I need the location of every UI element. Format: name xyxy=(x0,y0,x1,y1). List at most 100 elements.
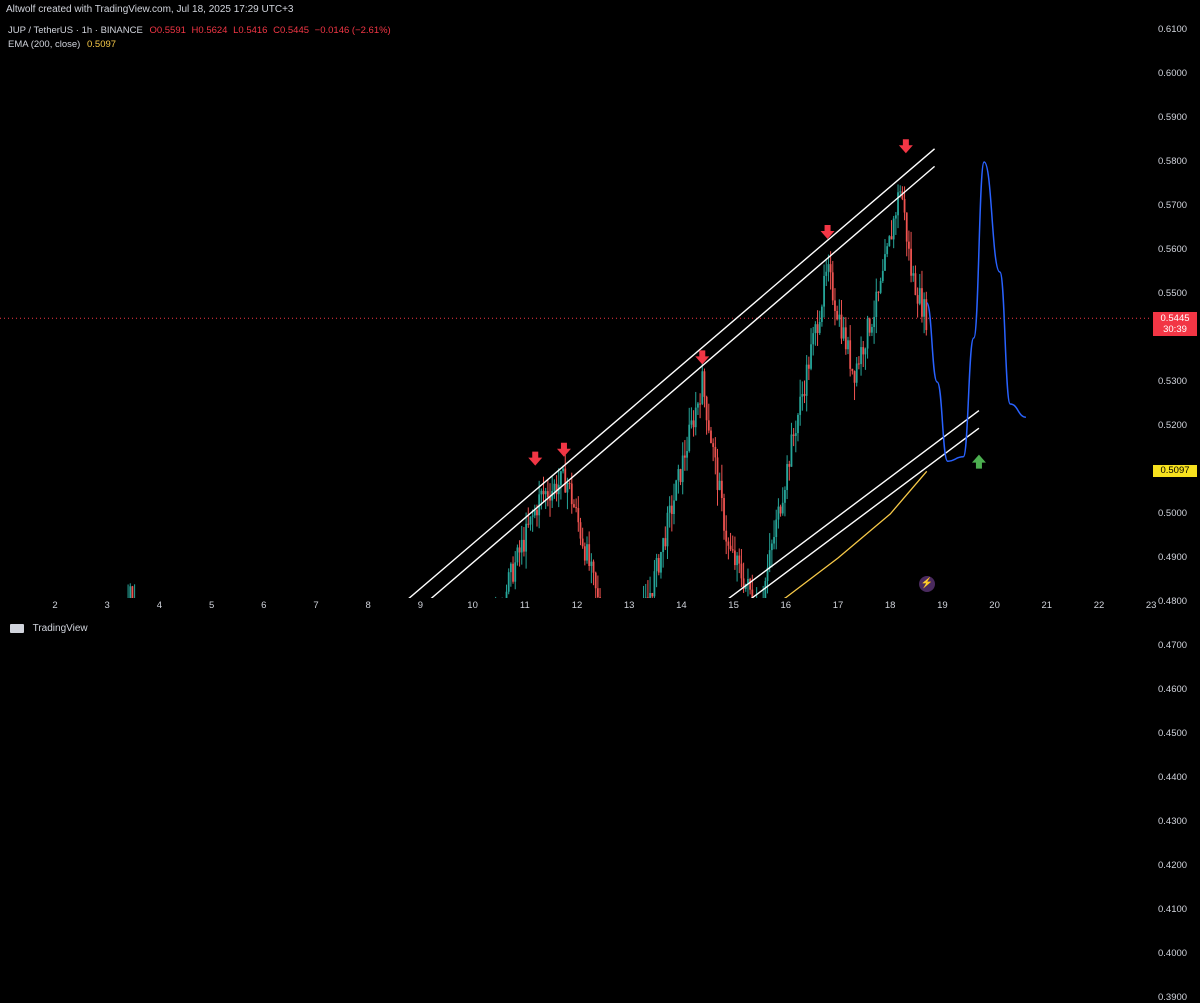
candle-body xyxy=(714,446,717,458)
candle-body xyxy=(749,579,752,590)
time-tick: 2 xyxy=(52,600,58,611)
candle-body xyxy=(577,508,580,523)
price-tick: 0.3900 xyxy=(1158,992,1188,1003)
candle-body xyxy=(518,547,521,553)
price-tick: 0.4000 xyxy=(1158,948,1188,959)
candle-body xyxy=(590,561,593,566)
candle-body xyxy=(740,563,743,579)
candle-body xyxy=(905,212,908,242)
candle-body xyxy=(910,248,912,276)
candle-body xyxy=(764,581,767,601)
candle-body xyxy=(816,324,819,333)
candle-body xyxy=(884,254,886,271)
footer-bar: TradingView xyxy=(0,618,1200,640)
candle-body xyxy=(805,364,808,396)
chart-area[interactable] xyxy=(0,20,1150,889)
footer-brand: TradingView xyxy=(32,623,88,634)
channel-line xyxy=(419,427,980,847)
ema-200-line xyxy=(49,470,928,845)
candle-body xyxy=(677,469,680,481)
time-tick: 8 xyxy=(365,600,371,611)
candle-body xyxy=(551,491,554,501)
candle-body xyxy=(923,299,926,317)
candle-body xyxy=(575,507,578,509)
candle-body xyxy=(773,537,775,544)
candle-body xyxy=(549,496,551,501)
price-tick: 0.6100 xyxy=(1158,24,1188,35)
candle-body xyxy=(701,371,704,404)
candle-body xyxy=(560,471,562,485)
candle-body xyxy=(844,327,847,350)
candle-body xyxy=(525,523,528,552)
candle-body xyxy=(553,483,556,492)
candle-body xyxy=(899,191,902,193)
candle-body xyxy=(666,512,669,547)
time-tick: 13 xyxy=(623,600,635,611)
candle-body xyxy=(825,271,828,276)
candle-body xyxy=(847,340,849,350)
time-tick: 14 xyxy=(676,600,687,611)
legend-ohlc-row: JUP / TetherUS · 1h · BINANCE O0.5591 H0… xyxy=(8,24,391,38)
candle-body xyxy=(747,579,749,584)
candle-body xyxy=(868,318,871,333)
candle-body xyxy=(529,516,532,525)
candle-body xyxy=(810,344,812,369)
candle-body xyxy=(742,578,745,589)
candle-body xyxy=(842,327,845,339)
price-tick: 0.4200 xyxy=(1158,860,1188,871)
price-tick: 0.4600 xyxy=(1158,684,1188,695)
time-axis[interactable]: 2 3 4 5 6 7 8 9 10 11 12 13 14 15 16 17 18 19 20 21 22 23 xyxy=(0,598,1156,616)
time-tick: 10 xyxy=(467,600,478,611)
candle-body xyxy=(651,593,654,597)
price-axis[interactable]: 0.6100 0.6000 0.5900 0.5800 0.5700 0.5600 0.55… xyxy=(1150,20,1200,1003)
price-tick: 0.4100 xyxy=(1158,904,1188,915)
price-chart[interactable] xyxy=(0,20,1150,889)
candle-body xyxy=(653,571,656,597)
candle-body xyxy=(784,489,786,503)
candle-body xyxy=(881,270,884,282)
candle-body xyxy=(801,394,804,397)
candle-body xyxy=(527,523,530,525)
candle-body xyxy=(921,288,923,317)
symbol-label[interactable]: JUP / TetherUS · 1h · BINANCE xyxy=(8,25,143,36)
time-tick: 17 xyxy=(832,600,844,611)
candle-body xyxy=(901,191,904,199)
time-tick: 3 xyxy=(104,600,110,611)
candle-body xyxy=(799,396,802,415)
candle-body xyxy=(725,530,728,542)
price-tick: 0.5200 xyxy=(1158,420,1188,431)
candle-body xyxy=(683,455,686,458)
candle-body xyxy=(538,494,541,516)
ema-value: 0.5097 xyxy=(86,39,117,50)
candle-body xyxy=(886,246,889,255)
price-tick: 0.6000 xyxy=(1158,68,1188,79)
ema-label[interactable]: EMA (200, close) xyxy=(8,39,81,50)
candle-body xyxy=(657,557,660,573)
candle-body xyxy=(596,588,599,598)
candle-body xyxy=(568,482,571,484)
candle-body xyxy=(697,403,699,408)
close-value: C0.5445 xyxy=(273,25,310,36)
lightning-icon[interactable]: ⚡ xyxy=(919,576,935,592)
candle-body xyxy=(912,273,915,276)
candle-body xyxy=(131,586,134,611)
price-tick: 0.5700 xyxy=(1158,200,1188,211)
price-tick: 0.5600 xyxy=(1158,244,1188,255)
price-tick: 0.4900 xyxy=(1158,552,1188,563)
candle-body xyxy=(588,544,591,566)
legend-ema-row: EMA (200, close) 0.5097 xyxy=(8,38,391,52)
candle-body xyxy=(573,504,575,508)
time-tick: 18 xyxy=(884,600,896,611)
candle-body xyxy=(662,538,665,553)
time-tick: 11 xyxy=(519,600,530,611)
candle-body xyxy=(512,563,514,582)
tradingview-logo-icon xyxy=(10,623,24,633)
candle-body xyxy=(916,295,919,304)
candle-body xyxy=(668,505,671,513)
candle-body xyxy=(655,557,658,572)
candle-body xyxy=(851,368,854,372)
candle-body xyxy=(673,500,675,515)
candle-body xyxy=(821,306,823,322)
candle-body xyxy=(583,546,586,561)
candle-body xyxy=(688,424,691,452)
